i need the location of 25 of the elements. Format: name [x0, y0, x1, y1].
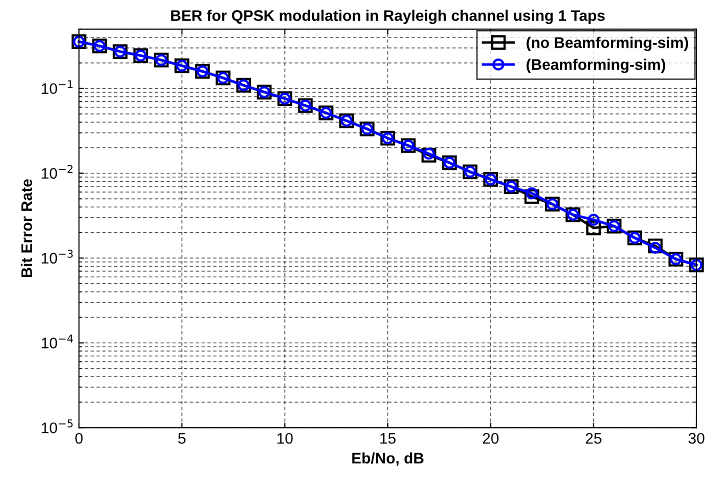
point — [526, 187, 538, 200]
legend-label: (no Beamforming-sim) — [526, 36, 688, 52]
y-tick-label: 10$^{−5}$ — [42, 419, 73, 434]
y-tick-label: 10$^{−2}$ — [42, 164, 72, 179]
point — [422, 148, 436, 163]
x-tick-label: 25 — [586, 432, 602, 444]
legend-label: (Beamforming-sim) — [526, 58, 666, 74]
point — [588, 214, 600, 226]
x-axis-title: Eb/No, dB — [352, 452, 424, 466]
point — [648, 238, 663, 254]
y-tick-label: 10$^{−3}$ — [42, 250, 73, 264]
x-tick-label: 0 — [75, 432, 83, 444]
y-tick-label: 10$^{−1}$ — [42, 80, 73, 94]
point — [649, 242, 662, 254]
chart-title: BER for QPSK modulation in Rayleigh channel using 1 Taps — [171, 10, 605, 24]
y-axis-title: Bit Error Rate — [20, 179, 32, 278]
x-tick-label: 10 — [277, 432, 293, 444]
point — [586, 220, 601, 236]
x-tick-label: 5 — [178, 433, 186, 444]
x-tick-label: 30 — [688, 432, 704, 444]
point — [422, 148, 435, 160]
x-tick-label: 20 — [482, 432, 499, 444]
point — [524, 189, 540, 204]
y-tick-label: 10$^{−4}$ — [42, 334, 73, 348]
x-tick-label: 15 — [380, 433, 396, 444]
